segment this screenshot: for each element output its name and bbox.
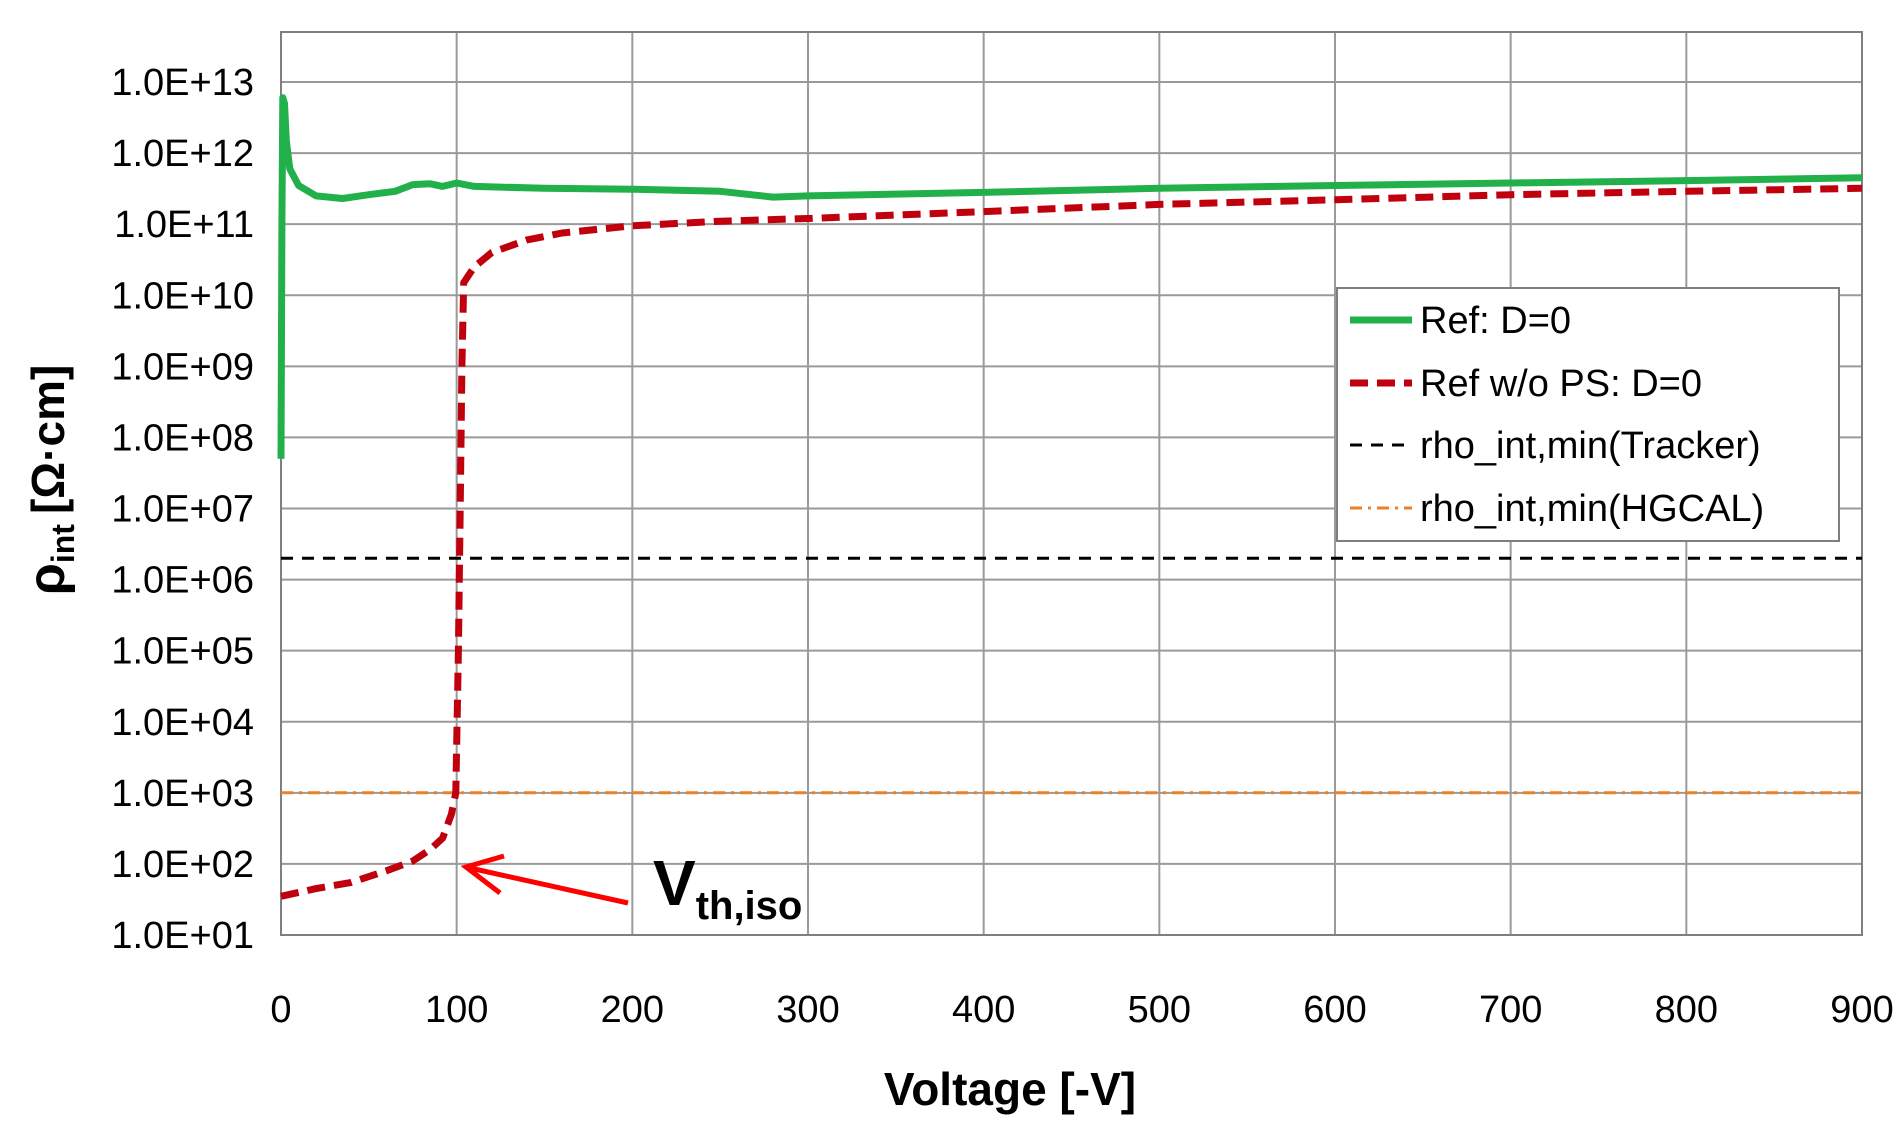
y-tick-label: 1.0E+03	[111, 773, 254, 815]
y-tick-label: 1.0E+13	[111, 62, 254, 104]
x-tick-label: 400	[952, 989, 1015, 1031]
x-tick-label: 0	[270, 989, 291, 1031]
legend-box	[1336, 287, 1840, 542]
series-line-0	[277, 94, 1863, 459]
y-tick-label: 1.0E+07	[111, 489, 254, 531]
y-axis-label-unit: [Ω·cm]	[22, 365, 74, 514]
x-tick-label: 700	[1479, 989, 1542, 1031]
legend: Ref: D=0 Ref w/o PS: D=0 rho_int,min(Tra…	[1336, 287, 1840, 542]
y-axis-label: ρint [Ω·cm]	[18, 365, 81, 596]
y-tick-label: 1.0E+08	[111, 417, 254, 459]
legend-label-tracker: rho_int,min(Tracker)	[1420, 425, 1761, 467]
series-layer	[277, 94, 1863, 900]
legend-label-ref-wo-ps: Ref w/o PS: D=0	[1420, 363, 1702, 405]
y-tick-label: 1.0E+09	[111, 346, 254, 388]
x-tick-label: 200	[601, 989, 664, 1031]
annotation-arrow	[469, 865, 629, 906]
vth-iso-annotation: Vth,iso	[460, 847, 802, 928]
annotation-label-sub: th,iso	[696, 884, 803, 928]
legend-label-ref: Ref: D=0	[1420, 300, 1571, 342]
y-tick-label: 1.0E+02	[111, 844, 254, 886]
x-tick-label: 900	[1830, 989, 1893, 1031]
y-tick-label: 1.0E+11	[114, 204, 254, 246]
x-tick-label: 300	[776, 989, 839, 1031]
x-tick-label: 800	[1655, 989, 1718, 1031]
annotation-label-main: V	[653, 847, 696, 919]
y-tick-label: 1.0E+10	[111, 275, 254, 317]
x-tick-labels: 0 100 200 300 400 500 600 700 800 900	[270, 989, 1893, 1031]
y-axis-label-sub: int	[45, 524, 81, 563]
x-tick-label: 100	[425, 989, 488, 1031]
plot-area-border	[280, 31, 1863, 936]
y-tick-label: 1.0E+04	[111, 702, 254, 744]
annotation-label: Vth,iso	[653, 847, 802, 928]
y-tick-label: 1.0E+01	[111, 915, 254, 957]
legend-label-hgcal: rho_int,min(HGCAL)	[1420, 488, 1764, 530]
annotation-arrowhead	[460, 853, 505, 895]
x-tick-label: 500	[1128, 989, 1191, 1031]
series-line-1	[280, 184, 1863, 900]
y-tick-label: 1.0E+12	[111, 133, 254, 175]
y-tick-labels: 1.0E+01 1.0E+02 1.0E+03 1.0E+04 1.0E+05 1.0E+…	[111, 62, 254, 957]
y-tick-label: 1.0E+06	[111, 560, 254, 602]
x-axis-label: Voltage [-V]	[884, 1063, 1136, 1115]
y-axis-label-main: ρ	[18, 563, 76, 595]
y-tick-label: 1.0E+05	[111, 631, 254, 673]
x-tick-label: 600	[1303, 989, 1366, 1031]
